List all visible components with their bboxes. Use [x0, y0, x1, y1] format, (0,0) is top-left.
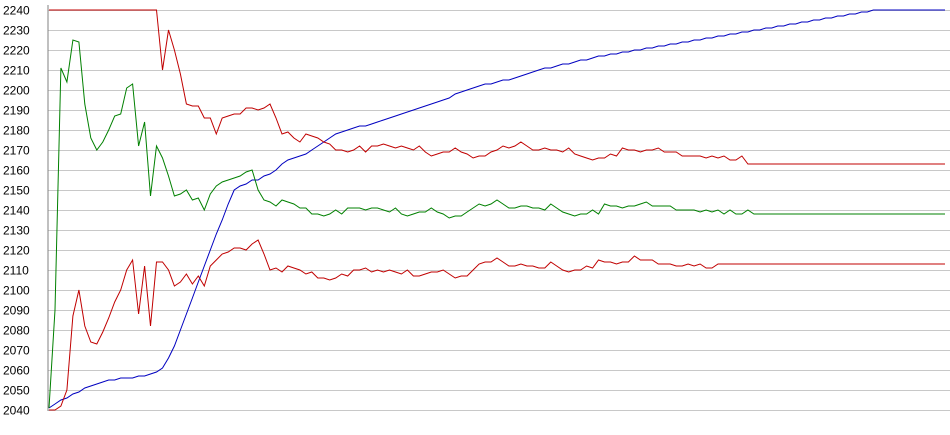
- y-tick-label: 2050: [3, 384, 30, 398]
- y-tick-label: 2170: [3, 144, 30, 158]
- y-tick-label: 2060: [3, 364, 30, 378]
- y-tick-label: 2090: [3, 304, 30, 318]
- y-tick-label: 2230: [3, 24, 30, 38]
- y-tick-label: 2130: [3, 224, 30, 238]
- y-tick-label: 2160: [3, 164, 30, 178]
- y-tick-label: 2140: [3, 204, 30, 218]
- series-line-4: [49, 239, 945, 411]
- y-tick-label: 2210: [3, 64, 30, 78]
- y-tick-label: 2110: [3, 264, 29, 278]
- series-line-3: [49, 9, 945, 165]
- y-tick-label: 2220: [3, 44, 30, 58]
- series-lines: [48, 9, 945, 411]
- series-line-1: [48, 9, 945, 409]
- y-tick-label: 2150: [3, 184, 30, 198]
- y-tick-label: 2100: [3, 284, 30, 298]
- y-tick-label: 2200: [3, 84, 30, 98]
- grid-lines: [48, 10, 950, 411]
- y-tick-label: 2080: [3, 324, 30, 338]
- y-tick-label: 2180: [3, 124, 30, 138]
- series-line-2: [48, 39, 945, 409]
- y-tick-label: 2040: [3, 404, 30, 418]
- y-tick-label: 2240: [3, 4, 30, 18]
- y-tick-label: 2070: [3, 344, 30, 358]
- y-tick-label: 2190: [3, 104, 30, 118]
- y-tick-labels: 2040 2050 2060 2070 2080 2090 2100 2110 2120 2130…: [3, 4, 30, 418]
- y-tick-label: 2120: [3, 244, 30, 258]
